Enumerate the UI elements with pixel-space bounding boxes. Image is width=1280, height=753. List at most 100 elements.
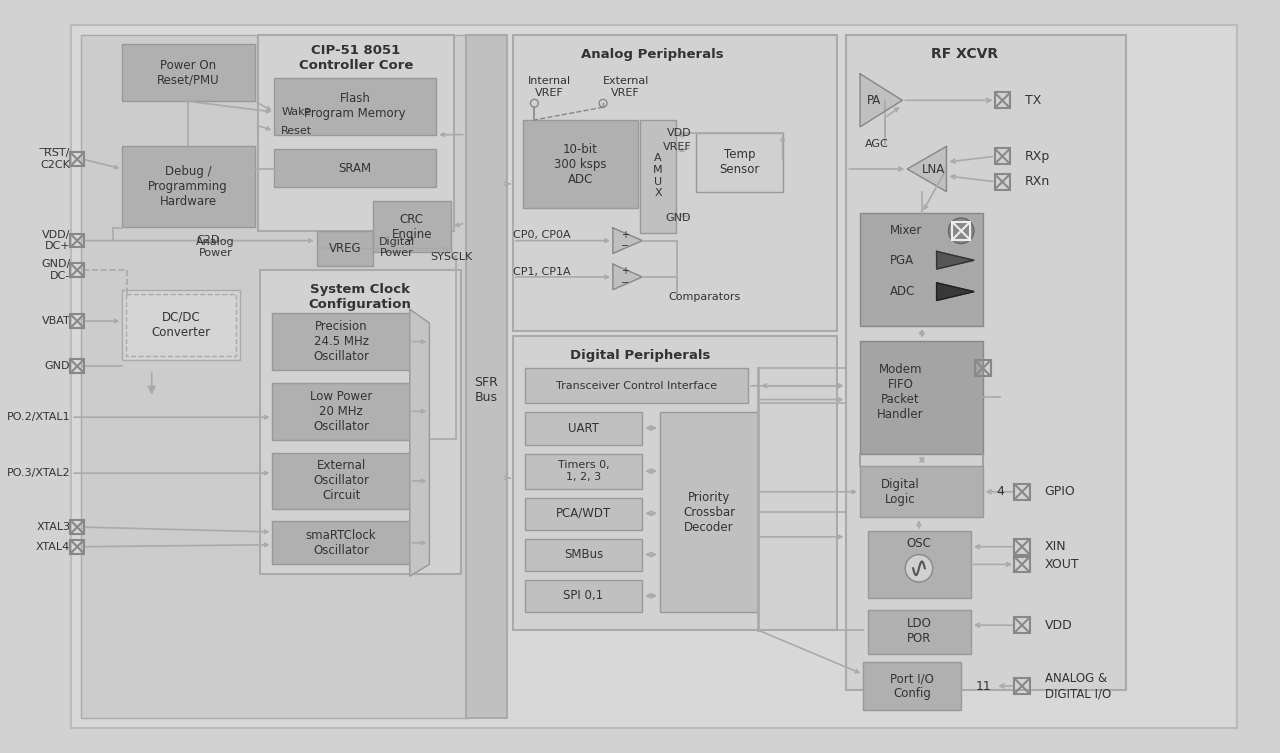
Text: Precision
24.5 MHz
Oscillator: Precision 24.5 MHz Oscillator [314, 320, 369, 363]
Bar [952, 222, 970, 239]
Bar [273, 383, 410, 440]
Circle shape [948, 218, 974, 243]
Bar [70, 314, 84, 328]
Text: Digital
Power: Digital Power [379, 236, 415, 258]
Text: AGC: AGC [865, 139, 888, 150]
Bar [1014, 484, 1030, 500]
Bar [1014, 678, 1030, 694]
Text: System Clock
Configuration: System Clock Configuration [308, 282, 411, 310]
Bar [868, 609, 972, 654]
Text: CP0, CP0A: CP0, CP0A [513, 230, 571, 239]
Text: External: External [603, 76, 649, 86]
Bar [995, 93, 1010, 108]
Text: VREF: VREF [535, 88, 563, 99]
Text: Modem
FIFO
Packet
Handler: Modem FIFO Packet Handler [877, 363, 924, 421]
Text: Timers 0,
1, 2, 3: Timers 0, 1, 2, 3 [558, 460, 609, 482]
Text: SFR
Bus: SFR Bus [475, 376, 498, 404]
Bar [696, 133, 782, 191]
Text: SPI 0,1: SPI 0,1 [563, 590, 603, 602]
Text: 11: 11 [975, 679, 992, 693]
Text: Digital
Logic: Digital Logic [881, 477, 920, 506]
Text: PA: PA [867, 94, 881, 107]
Text: Debug /
Programming
Hardware: Debug / Programming Hardware [148, 165, 228, 208]
Text: Port I/O
Config: Port I/O Config [890, 672, 934, 700]
Bar [522, 120, 639, 209]
Text: GPIO: GPIO [1044, 485, 1075, 498]
Text: LDO
POR: LDO POR [906, 617, 932, 645]
Bar [513, 336, 837, 630]
Bar [1014, 556, 1030, 572]
Polygon shape [613, 264, 643, 290]
Text: DC/DC
Converter: DC/DC Converter [151, 311, 211, 339]
Text: Flash
Program Memory: Flash Program Memory [305, 92, 406, 120]
Text: GND/
DC-: GND/ DC- [41, 259, 70, 281]
Text: SYSCLK: SYSCLK [430, 252, 472, 262]
Bar [70, 520, 84, 534]
Bar [316, 231, 374, 266]
Bar [273, 453, 410, 510]
Text: RXp: RXp [1025, 150, 1050, 163]
Text: SMBus: SMBus [563, 548, 603, 561]
Bar [525, 413, 643, 445]
Text: PO.2/XTAL1: PO.2/XTAL1 [6, 412, 70, 422]
Text: C2D: C2D [196, 235, 219, 245]
Text: VDD/
DC+: VDD/ DC+ [42, 230, 70, 252]
Text: OSC: OSC [906, 538, 932, 550]
Text: Reset: Reset [282, 126, 312, 136]
Text: RF XCVR: RF XCVR [931, 47, 997, 61]
Text: XOUT: XOUT [1044, 558, 1079, 571]
Text: VDD: VDD [667, 128, 691, 138]
Text: GND: GND [45, 361, 70, 371]
Text: Analog Peripherals: Analog Peripherals [581, 47, 723, 61]
Polygon shape [937, 283, 974, 300]
Text: RXn: RXn [1025, 175, 1050, 188]
Text: +
−: + − [621, 266, 628, 288]
Polygon shape [613, 228, 643, 253]
Bar [660, 413, 758, 612]
Polygon shape [937, 252, 974, 269]
Text: Transceiver Control Interface: Transceiver Control Interface [556, 381, 717, 391]
Text: VDD: VDD [1044, 619, 1073, 632]
Bar [70, 233, 84, 248]
Bar [260, 270, 461, 575]
Bar [81, 35, 468, 718]
Bar [127, 294, 236, 356]
Bar [70, 540, 84, 553]
Text: 10-bit
300 ksps
ADC: 10-bit 300 ksps ADC [554, 142, 607, 185]
Text: UART: UART [568, 422, 599, 434]
Text: TX: TX [1025, 94, 1042, 107]
Bar [525, 498, 643, 530]
Bar [123, 44, 255, 102]
Bar [868, 531, 972, 598]
Text: XIN: XIN [1044, 540, 1066, 553]
Bar [372, 201, 451, 252]
Bar [846, 35, 1126, 690]
Polygon shape [908, 146, 946, 191]
Bar [525, 368, 749, 404]
Text: Power On
Reset/PMU: Power On Reset/PMU [156, 59, 219, 87]
Circle shape [905, 554, 933, 582]
Bar [274, 149, 436, 187]
Text: GND: GND [666, 213, 691, 223]
Text: Comparators: Comparators [668, 291, 740, 301]
Text: ADC: ADC [890, 285, 915, 298]
Bar [975, 361, 991, 376]
Bar [123, 290, 241, 361]
Bar [70, 152, 84, 166]
Text: SRAM: SRAM [338, 162, 371, 175]
Bar [273, 521, 410, 565]
Bar [995, 174, 1010, 190]
Text: smaRTClock
Oscillator: smaRTClock Oscillator [306, 529, 376, 556]
Bar [273, 313, 410, 370]
Bar [1014, 617, 1030, 633]
Bar [525, 453, 643, 489]
Text: Temp
Sensor: Temp Sensor [719, 148, 759, 176]
Text: PO.3/XTAL2: PO.3/XTAL2 [6, 468, 70, 478]
Polygon shape [860, 74, 902, 127]
Text: XTAL4: XTAL4 [36, 541, 70, 552]
Bar [1014, 539, 1030, 554]
Bar [70, 359, 84, 373]
Text: VREF: VREF [663, 142, 691, 152]
Text: CP1, CP1A: CP1, CP1A [513, 267, 571, 277]
Bar [70, 264, 84, 277]
